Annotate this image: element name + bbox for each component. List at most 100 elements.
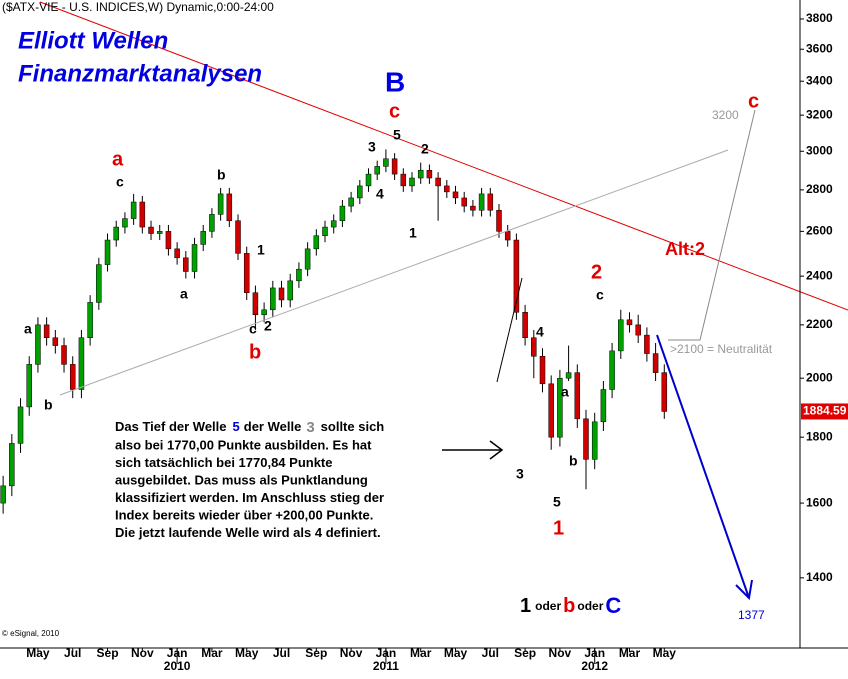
x-tick-label: Nov bbox=[131, 646, 154, 660]
candle-body bbox=[296, 268, 302, 282]
candle-body bbox=[661, 372, 668, 412]
target-label: 1377 bbox=[738, 608, 765, 622]
last-price-box bbox=[801, 403, 848, 420]
note-text: 3 bbox=[306, 419, 314, 436]
note-text: sollte sich bbox=[321, 419, 385, 434]
x-tick-label: Sep bbox=[305, 646, 327, 660]
wave-label: b bbox=[569, 453, 578, 469]
note: also bei 1770,00 Punkte ausbilden. Es ha… bbox=[115, 437, 384, 540]
candle-body bbox=[104, 239, 111, 265]
note-text: Das Tief der Welle bbox=[115, 419, 227, 434]
wave-choice-item: oder bbox=[535, 599, 561, 613]
y-tick-label: 3400 bbox=[806, 73, 833, 87]
y-tick-label: 3600 bbox=[806, 41, 833, 55]
candle-body bbox=[600, 389, 607, 423]
candle-body bbox=[139, 201, 146, 228]
x-tick-label: May bbox=[444, 646, 468, 660]
y-tick-label: 2400 bbox=[806, 268, 833, 282]
candle-body bbox=[504, 231, 511, 241]
x-tick-label: May bbox=[235, 646, 259, 660]
candle-body bbox=[635, 324, 641, 336]
candle-body bbox=[383, 158, 389, 167]
candle-body bbox=[470, 205, 476, 211]
candle-body bbox=[278, 287, 285, 301]
wave-label: c bbox=[249, 321, 257, 337]
candle-body bbox=[548, 383, 554, 438]
wave-label: a bbox=[180, 286, 188, 302]
wave-label: 5 bbox=[553, 494, 561, 510]
x-tick-label: Mar bbox=[201, 646, 223, 660]
candle-body bbox=[235, 220, 241, 254]
year-label: 2010 bbox=[164, 659, 191, 673]
note-line: Das Tief der Welle 5 der Welle 3 sollte sich bbox=[115, 419, 384, 436]
candle-body bbox=[270, 287, 276, 311]
note-text: der Welle bbox=[244, 419, 302, 434]
note-line: Index bereits wieder über +200,00 Punkte… bbox=[115, 507, 373, 522]
candle-body bbox=[0, 485, 6, 504]
x-tick-label: Nov bbox=[340, 646, 363, 660]
y-tick-label: 3200 bbox=[806, 107, 833, 121]
candle-body bbox=[122, 218, 128, 228]
wave-label: 1 bbox=[553, 517, 564, 539]
x-tick-label: Jul bbox=[273, 646, 290, 660]
arrow-head bbox=[735, 579, 753, 601]
trend-line bbox=[59, 149, 729, 396]
wave-label: 1 bbox=[257, 242, 265, 258]
candle-body bbox=[339, 205, 346, 221]
candle-body bbox=[200, 231, 206, 245]
candle-body bbox=[78, 337, 85, 390]
candle-body bbox=[96, 264, 102, 303]
x-tick-label: May bbox=[26, 646, 50, 660]
candle-body bbox=[156, 231, 163, 234]
x-tick-label: Sep bbox=[514, 646, 536, 660]
wave-choice: 1 oder b oderC bbox=[520, 593, 621, 618]
note-text: 5 bbox=[233, 419, 240, 434]
candle-body bbox=[400, 173, 407, 187]
y-tick-label: 2000 bbox=[806, 370, 833, 384]
candle-body bbox=[435, 177, 441, 187]
year-label: 2012 bbox=[581, 659, 608, 673]
x-tick-label: Mar bbox=[410, 646, 432, 660]
brand: Elliott Wellen bbox=[18, 27, 168, 54]
y-tick-label: 1400 bbox=[806, 570, 833, 584]
candle-body bbox=[461, 197, 467, 207]
copyright: © eSignal, 2010 bbox=[2, 629, 60, 638]
candle-body bbox=[87, 302, 93, 338]
candle-body bbox=[243, 253, 250, 293]
note-line: ausgebildet. Das muss als Punktlandung bbox=[115, 472, 368, 487]
plot bbox=[0, 149, 668, 514]
candle-body bbox=[322, 226, 328, 236]
wave-label: b bbox=[44, 397, 53, 413]
wave-label: 2 bbox=[421, 141, 429, 157]
wave-label: B bbox=[385, 66, 405, 97]
note-line: Die jetzt laufende Welle wird als 4 defi… bbox=[115, 525, 381, 540]
note-line: klassifiziert werden. Im Anschluss stieg… bbox=[115, 490, 384, 505]
candle-body bbox=[313, 235, 320, 250]
candle-body bbox=[252, 292, 259, 316]
candle-body bbox=[452, 191, 459, 199]
wave-label: b bbox=[217, 167, 226, 183]
candle-body bbox=[478, 193, 485, 211]
candle-body bbox=[191, 244, 198, 272]
candle-body bbox=[487, 193, 494, 211]
x-tick-label: Mar bbox=[619, 646, 641, 660]
candle-body bbox=[35, 324, 41, 365]
candle-body bbox=[348, 197, 354, 207]
candle-body bbox=[522, 312, 528, 338]
candle-body bbox=[52, 337, 59, 346]
candle-body bbox=[304, 248, 311, 270]
candle-body bbox=[330, 220, 337, 228]
wave-label: a bbox=[24, 321, 32, 337]
candle-body bbox=[174, 248, 180, 259]
y-tick-label: 3000 bbox=[806, 143, 833, 157]
candle-body bbox=[261, 309, 267, 316]
candle-body bbox=[69, 364, 76, 390]
wave-label: b bbox=[249, 341, 261, 363]
candle-body bbox=[61, 345, 67, 365]
candle-body bbox=[652, 353, 659, 373]
wave-choice-item: 1 bbox=[520, 595, 531, 617]
candle-body bbox=[618, 319, 624, 352]
candle-body bbox=[565, 372, 572, 379]
note-line: also bei 1770,00 Punkte ausbilden. Es ha… bbox=[115, 437, 372, 452]
candle-body bbox=[287, 280, 293, 301]
